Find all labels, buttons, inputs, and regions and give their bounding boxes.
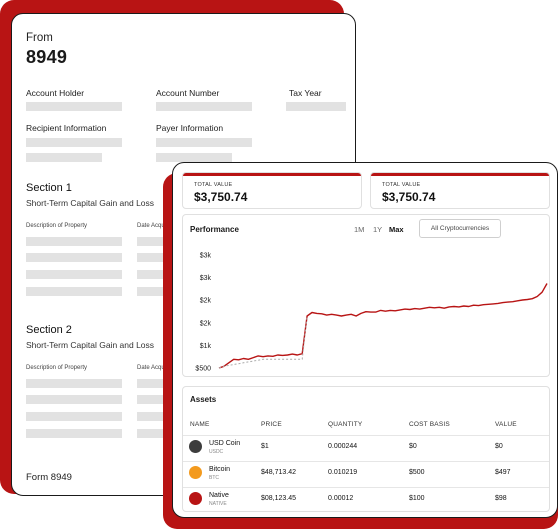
section-2-row-1-date[interactable] xyxy=(137,379,177,388)
section-2-row-4-date[interactable] xyxy=(137,429,177,438)
range-1y-button[interactable]: 1Y xyxy=(373,225,383,234)
section-1-subtitle: Short-Term Capital Gain and Loss xyxy=(26,198,155,208)
total-value-amount: $3,750.74 xyxy=(194,190,248,204)
account-number-label: Account Number xyxy=(156,88,220,98)
asset-symbol: NATIVE xyxy=(209,501,227,507)
section-1-row-3-date[interactable] xyxy=(137,270,177,279)
section-2-title: Section 2 xyxy=(26,324,72,336)
section-1-col-date: Date Acquired xyxy=(137,223,175,229)
account-holder-label: Account Holder xyxy=(26,88,85,98)
asset-row-usdc[interactable]: USD Coin USDC $1 0.000244 $0 $0 xyxy=(183,435,549,460)
section-2-row-4-desc[interactable] xyxy=(26,429,122,438)
total-value-amount: $3,750.74 xyxy=(382,190,436,204)
payer-field-1[interactable] xyxy=(156,138,252,147)
asset-cost-basis: $0 xyxy=(409,443,417,450)
usd-coin-icon xyxy=(189,440,202,453)
column-header-price: PRICE xyxy=(261,421,282,428)
section-1-title: Section 1 xyxy=(26,182,72,194)
portfolio-value-series-line xyxy=(218,283,548,369)
section-2-row-3-date[interactable] xyxy=(137,412,177,421)
recipient-field-2[interactable] xyxy=(26,153,102,162)
range-1m-button[interactable]: 1M xyxy=(354,225,365,234)
form-number: 8949 xyxy=(26,47,68,67)
performance-panel: Performance 1M 1Y Max All Cryptocurrenci… xyxy=(182,214,550,377)
native-coin-icon xyxy=(189,492,202,505)
section-1-row-3-desc[interactable] xyxy=(26,270,122,279)
asset-value: $98 xyxy=(495,495,507,502)
recipient-field-1[interactable] xyxy=(26,138,122,147)
asset-quantity: 0.000244 xyxy=(328,443,358,450)
section-2-subtitle: Short-Term Capital Gain and Loss xyxy=(26,340,155,350)
column-header-value: VALUE xyxy=(495,421,517,428)
asset-value: $0 xyxy=(495,443,503,450)
cryptocurrency-filter-dropdown[interactable]: All Cryptocurrencies xyxy=(419,219,501,238)
column-header-cost-basis: COST BASIS xyxy=(409,421,450,428)
payer-information-label: Payer Information xyxy=(156,123,224,133)
section-1-row-2-date[interactable] xyxy=(137,253,177,262)
total-value-label: TOTAL VALUE xyxy=(382,182,421,188)
y-tick-label: $3k xyxy=(200,253,212,260)
column-header-quantity: QUANTITY xyxy=(328,421,363,428)
asset-cost-basis: $500 xyxy=(409,469,425,476)
bitcoin-icon xyxy=(189,466,202,479)
account-holder-field[interactable] xyxy=(26,102,122,111)
recipient-information-label: Recipient Information xyxy=(26,123,107,133)
asset-symbol: USDC xyxy=(209,449,224,455)
asset-name: Bitcoin xyxy=(209,466,231,473)
section-1-row-2-desc[interactable] xyxy=(26,253,122,262)
section-1-row-1-date[interactable] xyxy=(137,237,177,246)
y-tick-label: $500 xyxy=(195,366,211,373)
asset-name: USD Coin xyxy=(209,440,241,447)
account-number-field[interactable] xyxy=(156,102,252,111)
value-card-accent xyxy=(183,173,361,176)
total-value-label: TOTAL VALUE xyxy=(194,182,233,188)
asset-price: $1 xyxy=(261,443,269,450)
asset-name: Native xyxy=(209,492,229,499)
asset-quantity: 0.010219 xyxy=(328,469,358,476)
section-1-row-1-desc[interactable] xyxy=(26,237,122,246)
section-2-row-2-desc[interactable] xyxy=(26,395,122,404)
section-1-col-description: Description of Property xyxy=(26,223,88,229)
asset-quantity: 0.00012 xyxy=(328,495,354,502)
asset-symbol: BTC xyxy=(209,475,219,481)
section-2-col-date: Date Acquired xyxy=(137,365,175,371)
asset-row-btc[interactable]: Bitcoin BTC $48,713.42 0.010219 $500 $49… xyxy=(183,461,549,486)
range-max-button[interactable]: Max xyxy=(389,225,404,234)
section-2-row-1-desc[interactable] xyxy=(26,379,122,388)
section-2-col-description: Description of Property xyxy=(26,365,88,371)
asset-value: $497 xyxy=(495,469,511,476)
section-2-row-3-desc[interactable] xyxy=(26,412,122,421)
payer-field-2[interactable] xyxy=(156,153,232,162)
tax-year-label: Tax Year xyxy=(289,88,322,98)
performance-chart: $3k $3k $2k $2k $1k $500 xyxy=(195,253,548,373)
performance-title: Performance xyxy=(190,225,239,234)
value-card-accent xyxy=(371,173,549,176)
y-tick-label: $2k xyxy=(200,320,212,327)
y-tick-label: $2k xyxy=(200,298,212,305)
section-1-row-4-desc[interactable] xyxy=(26,287,122,296)
cost-basis-series-line xyxy=(218,315,308,369)
form-from-label: From xyxy=(26,32,53,44)
dashboard-card: TOTAL VALUE $3,750.74 TOTAL VALUE $3,750… xyxy=(172,162,558,518)
asset-price: $48,713.42 xyxy=(261,469,297,476)
assets-table: Assets NAME PRICE QUANTITY COST BASIS VA… xyxy=(182,386,550,512)
section-1-row-4-date[interactable] xyxy=(137,287,177,296)
section-2-row-2-date[interactable] xyxy=(137,395,177,404)
total-value-card-1: TOTAL VALUE $3,750.74 xyxy=(182,172,362,209)
y-tick-label: $3k xyxy=(200,275,212,282)
total-value-card-2: TOTAL VALUE $3,750.74 xyxy=(370,172,550,209)
assets-title: Assets xyxy=(190,395,217,404)
form-footer: Form 8949 xyxy=(26,472,72,483)
column-header-name: NAME xyxy=(190,421,210,428)
tax-year-field[interactable] xyxy=(286,102,346,111)
asset-price: $08,123.45 xyxy=(261,495,297,502)
asset-cost-basis: $100 xyxy=(409,495,425,502)
y-tick-label: $1k xyxy=(200,343,212,350)
asset-row-native[interactable]: Native NATIVE $08,123.45 0.00012 $100 $9… xyxy=(183,487,549,511)
